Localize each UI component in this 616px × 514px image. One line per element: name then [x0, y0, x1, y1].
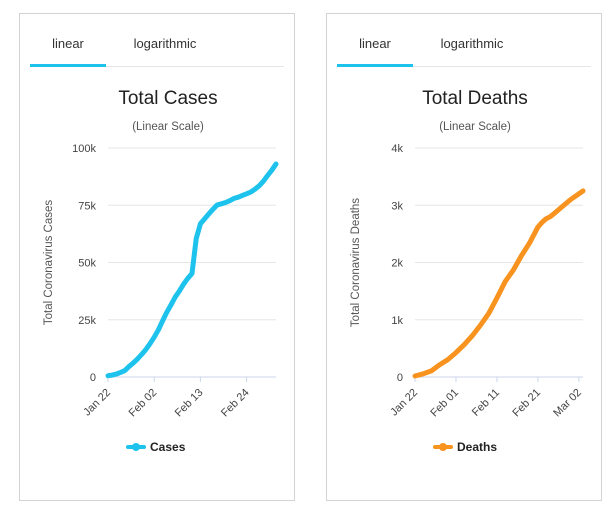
tab-logarithmic[interactable]: logarithmic — [440, 36, 504, 51]
y-tick-label: 50k — [78, 258, 96, 270]
tab-linear[interactable]: linear — [337, 34, 413, 67]
x-tick-label: Jan 22 — [388, 387, 420, 419]
chart-title: Total Cases — [118, 88, 217, 109]
series-line-cases — [105, 161, 279, 379]
deaths-chart-panel: linear logarithmic Total Deaths (Linear S… — [326, 13, 602, 501]
y-tick-label: 25k — [78, 315, 96, 327]
y-tick-label: 4k — [391, 143, 403, 155]
series-line-deaths — [412, 188, 586, 379]
chart-subtitle: (Linear Scale) — [439, 121, 511, 133]
y-tick-label: 75k — [78, 200, 96, 212]
deaths-chart: Total Deaths (Linear Scale) 0 1k 2k 3k 4k Total… — [350, 88, 586, 454]
x-tick-label: Mar 02 — [551, 387, 584, 420]
y-tick-label: 0 — [397, 372, 403, 384]
y-axis-label: Total Coronavirus Cases — [43, 200, 55, 326]
cases-chart: Total Cases (Linear Scale) 0 25k 50k 75k 100k T… — [43, 88, 279, 454]
tab-linear[interactable]: linear — [30, 34, 106, 67]
x-tick-label: Feb 11 — [470, 387, 502, 419]
scale-tabs: linear logarithmic — [337, 34, 591, 67]
y-tick-label: 1k — [391, 315, 403, 327]
y-tick-label: 3k — [391, 200, 403, 212]
y-tick-label: 100k — [72, 143, 96, 155]
chart-title: Total Deaths — [422, 88, 528, 109]
legend-marker — [439, 443, 447, 451]
scale-tabs: linear logarithmic — [30, 34, 284, 67]
legend-label: Deaths — [457, 440, 497, 454]
y-axis-label: Total Coronavirus Deaths — [350, 198, 362, 327]
chart-subtitle: (Linear Scale) — [132, 121, 204, 133]
x-tick-label: Jan 22 — [81, 387, 113, 419]
x-tick-label: Feb 21 — [510, 387, 543, 420]
x-tick-label: Feb 02 — [127, 387, 160, 420]
cases-chart-panel: linear logarithmic Total Cases (Linear Sc… — [19, 13, 295, 501]
y-tick-label: 0 — [90, 372, 96, 384]
x-tick-label: Feb 24 — [219, 387, 252, 420]
x-tick-label: Feb 01 — [428, 387, 461, 420]
legend-label: Cases — [150, 440, 186, 454]
y-tick-label: 2k — [391, 258, 403, 270]
x-tick-label: Feb 13 — [173, 387, 206, 420]
tab-logarithmic[interactable]: logarithmic — [133, 36, 197, 51]
legend-marker — [132, 443, 140, 451]
